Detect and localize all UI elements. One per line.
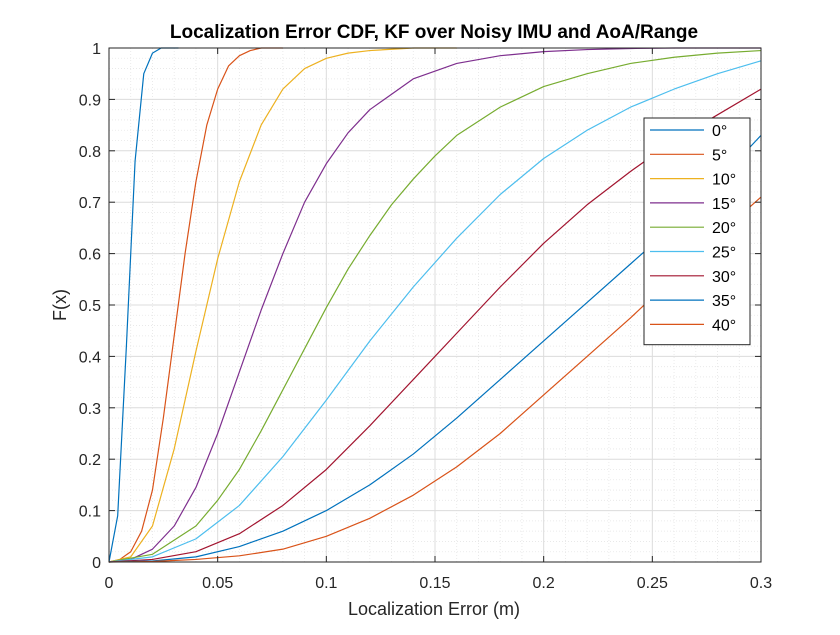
y-tick-label: 0.9: [79, 92, 101, 109]
y-tick-label: 0.6: [79, 247, 101, 264]
x-tick-label: 0.05: [202, 575, 233, 592]
x-tick-label: 0.2: [533, 575, 555, 592]
legend-label-4: 20°: [712, 220, 736, 237]
legend-label-2: 10°: [712, 172, 736, 189]
legend-label-1: 5°: [712, 147, 727, 164]
x-tick-label: 0: [105, 575, 114, 592]
x-tick-label: 0.3: [750, 575, 772, 592]
legend: 0° 5° 10° 15° 20° 25° 30° 35° 40°: [643, 117, 751, 346]
legend-label-6: 30°: [712, 269, 736, 286]
series-line-3: [108, 47, 761, 563]
x-tick-label: 0.25: [637, 575, 668, 592]
y-tick-label: 0.4: [79, 349, 101, 366]
legend-label-7: 35°: [712, 293, 736, 310]
y-tick-label: 0.7: [79, 195, 101, 212]
legend-label-8: 40°: [712, 317, 736, 334]
legend-label-3: 15°: [712, 196, 736, 213]
y-tick-label: 0.3: [79, 401, 101, 418]
y-tick-label: 0.2: [79, 452, 101, 469]
plot-area: 0 0.05 0.1 0.15 0.2 0.25 0.3 0 0.1 0.2 0.3 0.4 0.5 0.…: [79, 41, 772, 592]
y-tick-label: 0.8: [79, 144, 101, 161]
x-tick-label: 0.1: [315, 575, 337, 592]
series-line-4: [108, 49, 762, 563]
y-tick-label: 0: [92, 555, 101, 572]
x-axis-label: Localization Error (m): [348, 599, 520, 619]
y-axis-label: F(x): [50, 289, 70, 321]
chart-title: Localization Error CDF, KF over Noisy IM…: [170, 22, 698, 43]
series-line-5: [108, 60, 762, 563]
legend-label-5: 25°: [712, 245, 736, 262]
series-line-1: [108, 47, 283, 563]
legend-box: [643, 117, 751, 346]
y-tick-label: 1: [92, 41, 101, 58]
series-line-2: [108, 47, 457, 563]
legend-label-0: 0°: [712, 123, 727, 140]
y-tick-label: 0.5: [79, 298, 101, 315]
x-tick-label: 0.15: [419, 575, 450, 592]
y-tick-label: 0.1: [79, 504, 101, 521]
